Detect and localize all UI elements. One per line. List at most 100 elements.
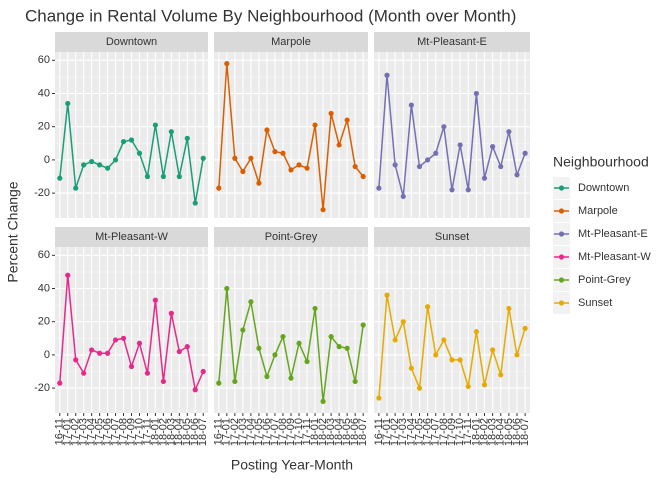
x-tick-label: 17-04 (405, 418, 417, 446)
point (160, 173, 166, 180)
x-tick-label: 17-11 (141, 418, 153, 445)
x-tick-label: 18-01 (149, 418, 161, 446)
point (376, 395, 382, 401)
point (256, 345, 262, 351)
x-tick-label: 17-07 (109, 418, 121, 446)
point (506, 305, 512, 312)
y-tick-label: 60 (38, 54, 50, 66)
legend-point (558, 254, 565, 260)
point (352, 163, 358, 170)
y-tick-label: 0 (44, 349, 50, 361)
point (400, 193, 406, 200)
x-tick-label: 17-01 (381, 418, 393, 446)
point (65, 100, 71, 107)
point (425, 304, 431, 310)
point (57, 175, 63, 181)
y-tick-label: 20 (38, 316, 50, 328)
x-tick-label: 18-04 (495, 418, 507, 446)
point (104, 165, 111, 171)
point (97, 162, 103, 168)
point (481, 175, 488, 181)
x-tick-label: 18-02 (317, 418, 329, 446)
x-tick-label: 17-07 (430, 418, 442, 446)
point (320, 398, 326, 404)
x-tick-label: 17-10 (133, 418, 145, 446)
point (224, 285, 230, 292)
point (81, 162, 87, 168)
legend-label: Marpole (578, 205, 618, 217)
legend-point (558, 208, 565, 214)
strip-label: Mt-Pleasant-E (417, 36, 487, 48)
point (522, 150, 528, 156)
x-tick-label: 17-05 (94, 418, 106, 446)
point (304, 165, 310, 171)
x-tick-label: 18-02 (478, 418, 490, 446)
x-tick-label: 17-09 (446, 418, 458, 446)
point (506, 129, 512, 135)
point (360, 173, 366, 180)
point (73, 357, 79, 363)
point (336, 344, 342, 350)
point (89, 347, 95, 353)
y-tick-label: 60 (38, 249, 50, 261)
strip-label: Downtown (106, 36, 157, 48)
x-tick-label: 16-11 (213, 418, 225, 445)
point (288, 375, 294, 381)
point (248, 299, 254, 305)
point (352, 378, 358, 385)
x-tick-label: 17-11 (462, 418, 474, 445)
point (152, 122, 159, 128)
x-tick-label: 17-03 (78, 418, 90, 446)
x-axis-title: Posting Year-Month (231, 457, 353, 473)
point (449, 357, 455, 363)
x-tick-label: 17-08 (117, 418, 129, 446)
strip (55, 227, 208, 247)
point (296, 162, 302, 168)
point (457, 357, 463, 363)
point (441, 124, 447, 130)
x-tick-label: 18-06 (511, 418, 523, 446)
point (81, 370, 87, 376)
point (280, 334, 286, 340)
x-tick-label: 18-06 (349, 418, 361, 446)
x-tick-label: 17-10 (293, 418, 305, 446)
point (57, 380, 63, 386)
x-tick-label: 17-07 (269, 418, 281, 446)
x-tick-label: 18-01 (470, 418, 482, 446)
point (192, 387, 198, 393)
x-tick-label: 17-03 (397, 418, 409, 446)
point (112, 337, 119, 343)
point (200, 155, 206, 161)
strip (374, 32, 530, 52)
point (441, 337, 447, 343)
x-tick-label: 18-03 (165, 418, 177, 446)
point (514, 352, 520, 358)
legend-point (558, 300, 565, 306)
x-tick-label: 17-09 (285, 418, 297, 446)
x-tick-label: 17-06 (102, 418, 114, 446)
point (272, 352, 278, 358)
y-tick-label: 40 (38, 87, 50, 99)
point (328, 334, 334, 340)
point (304, 358, 310, 365)
legend-label: Mt-Pleasant-E (578, 228, 648, 240)
point (400, 319, 406, 325)
point (312, 122, 318, 128)
strip-label: Mt-Pleasant-W (95, 231, 168, 243)
point (144, 370, 151, 376)
point (384, 72, 390, 78)
point (473, 329, 479, 335)
strip-label: Sunset (435, 231, 469, 243)
point (392, 162, 398, 168)
x-tick-label: 17-02 (229, 418, 241, 446)
x-tick-label: 17-10 (454, 418, 466, 446)
point (89, 158, 95, 165)
point (320, 207, 326, 213)
strip-label: Point-Grey (265, 231, 318, 243)
x-tick-label: 17-06 (261, 418, 273, 446)
x-tick-label: 17-05 (413, 418, 425, 446)
point (465, 187, 471, 193)
x-tick-label: 18-04 (173, 418, 185, 446)
point (216, 185, 222, 191)
